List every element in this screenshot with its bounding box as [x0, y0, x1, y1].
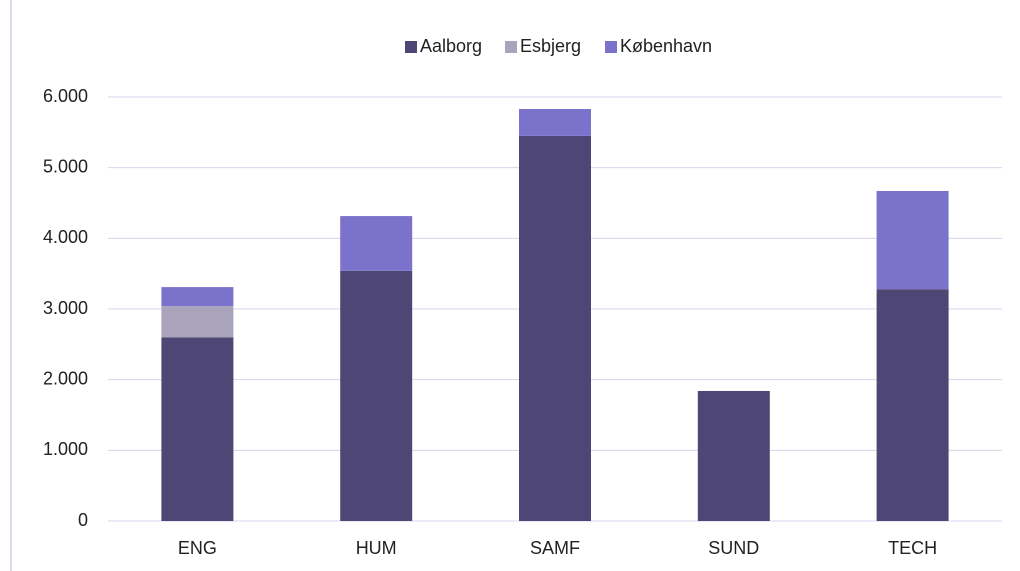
bar-segment	[161, 337, 234, 521]
bar-segment	[876, 190, 949, 290]
legend-swatch	[505, 41, 517, 53]
x-tick-label: SAMF	[530, 538, 580, 558]
x-tick-label: ENG	[178, 538, 217, 558]
bar-segment	[161, 287, 234, 307]
legend-swatch	[605, 41, 617, 53]
y-tick-label: 2.000	[43, 368, 88, 388]
bar-segment	[876, 289, 949, 521]
y-tick-label: 5.000	[43, 156, 88, 176]
x-tick-label: HUM	[356, 538, 397, 558]
bar-segment	[697, 390, 770, 521]
x-tick-label: SUND	[708, 538, 759, 558]
bar-segment	[519, 109, 591, 136]
y-tick-label: 6.000	[43, 86, 88, 106]
legend-label: København	[620, 36, 712, 56]
bar-segment	[340, 270, 413, 521]
y-tick-label: 0	[78, 510, 88, 530]
legend-swatch	[405, 41, 417, 53]
y-tick-label: 1.000	[43, 439, 88, 459]
bar-segment	[340, 216, 413, 271]
bar-segment	[519, 135, 591, 521]
legend-label: Esbjerg	[520, 36, 581, 56]
y-tick-label: 4.000	[43, 227, 88, 247]
x-tick-label: TECH	[888, 538, 937, 558]
y-tick-label: 3.000	[43, 298, 88, 318]
bar-segment	[161, 306, 234, 338]
legend-label: Aalborg	[420, 36, 482, 56]
